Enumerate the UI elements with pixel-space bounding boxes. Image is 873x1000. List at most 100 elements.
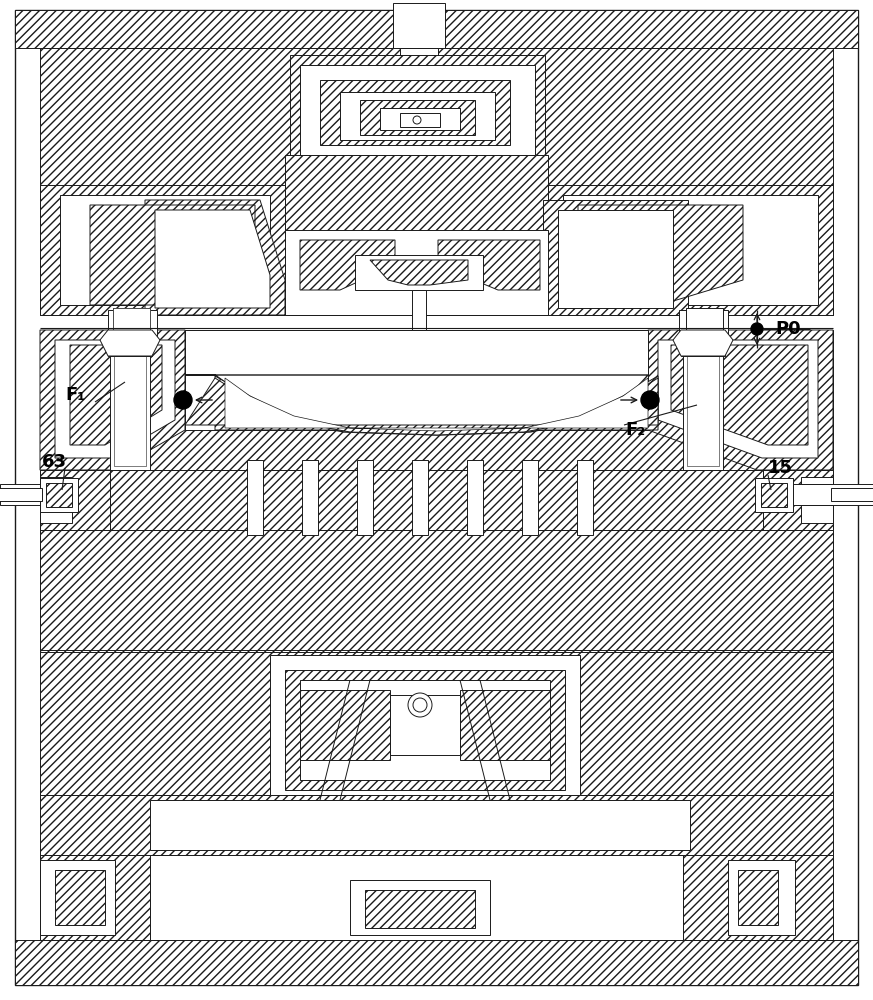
Bar [360, 100, 475, 135]
Bar [40, 477, 72, 523]
Bar [40, 48, 833, 315]
Bar [113, 308, 150, 400]
Polygon shape [145, 200, 285, 315]
Bar [793, 484, 873, 505]
Bar [290, 55, 545, 160]
Polygon shape [70, 345, 162, 445]
Polygon shape [285, 230, 548, 315]
Bar [113, 308, 150, 400]
Bar [763, 470, 833, 530]
Polygon shape [671, 345, 808, 445]
Bar [300, 680, 550, 780]
Bar [40, 530, 833, 650]
Bar [831, 488, 873, 501]
Polygon shape [100, 330, 160, 356]
Bar [40, 484, 75, 505]
Text: F₁: F₁ [65, 386, 86, 404]
Polygon shape [40, 185, 285, 315]
Polygon shape [40, 330, 185, 470]
Circle shape [413, 116, 421, 124]
Polygon shape [543, 200, 688, 315]
Bar [0, 484, 60, 505]
Polygon shape [558, 210, 673, 308]
Polygon shape [370, 260, 468, 285]
Circle shape [751, 323, 763, 335]
Bar [40, 330, 833, 655]
Bar [110, 342, 150, 470]
Text: P0: P0 [775, 320, 801, 338]
Bar [380, 108, 460, 130]
Bar [55, 870, 105, 925]
Polygon shape [185, 378, 658, 435]
Bar [108, 340, 152, 356]
Bar [270, 655, 580, 795]
Bar [412, 290, 426, 330]
Polygon shape [90, 205, 255, 305]
Bar [108, 310, 157, 398]
Circle shape [408, 693, 432, 717]
Bar [679, 310, 728, 398]
Bar [393, 3, 445, 48]
Bar [460, 690, 550, 760]
Bar [687, 346, 719, 466]
Bar [801, 477, 833, 523]
Bar [400, 48, 438, 65]
Bar [761, 483, 787, 507]
Bar [686, 308, 723, 400]
Bar [681, 340, 725, 356]
Bar [285, 155, 548, 315]
Bar [300, 690, 390, 760]
Bar [0, 488, 42, 501]
Bar [798, 484, 833, 505]
Bar [46, 483, 72, 507]
Bar [114, 346, 146, 466]
Polygon shape [355, 255, 483, 290]
Bar [52, 492, 68, 500]
Bar [577, 460, 593, 535]
Bar [728, 860, 795, 935]
Polygon shape [155, 210, 270, 308]
Bar [320, 80, 510, 145]
Polygon shape [438, 240, 540, 290]
Bar [40, 855, 150, 940]
Bar [150, 800, 690, 850]
Bar [40, 652, 833, 795]
Bar [15, 940, 858, 985]
Bar [412, 460, 428, 535]
Polygon shape [563, 195, 818, 305]
Bar [150, 855, 683, 940]
Bar [302, 460, 318, 535]
Bar [15, 10, 858, 48]
Bar [683, 855, 833, 940]
Bar [400, 113, 440, 127]
Bar [110, 470, 763, 530]
Text: F₂: F₂ [625, 421, 645, 439]
Bar [40, 470, 110, 530]
Bar [357, 460, 373, 535]
Bar [340, 92, 495, 140]
Bar [285, 670, 565, 790]
Polygon shape [548, 185, 833, 315]
Polygon shape [648, 330, 833, 470]
Polygon shape [215, 376, 658, 433]
Bar [40, 855, 833, 940]
Bar [522, 460, 538, 535]
Bar [805, 492, 821, 500]
Circle shape [641, 391, 659, 409]
Polygon shape [60, 195, 270, 305]
Bar [40, 795, 833, 855]
Polygon shape [300, 240, 395, 290]
Bar [738, 870, 778, 925]
Polygon shape [225, 378, 648, 431]
Text: 63: 63 [42, 453, 67, 471]
Bar [40, 470, 833, 530]
Text: 15: 15 [768, 459, 793, 477]
Bar [683, 342, 723, 470]
Bar [40, 860, 115, 935]
Polygon shape [658, 340, 818, 458]
Polygon shape [55, 340, 175, 458]
Polygon shape [578, 205, 743, 305]
Bar [755, 478, 793, 512]
Bar [300, 65, 535, 155]
Circle shape [413, 698, 427, 712]
